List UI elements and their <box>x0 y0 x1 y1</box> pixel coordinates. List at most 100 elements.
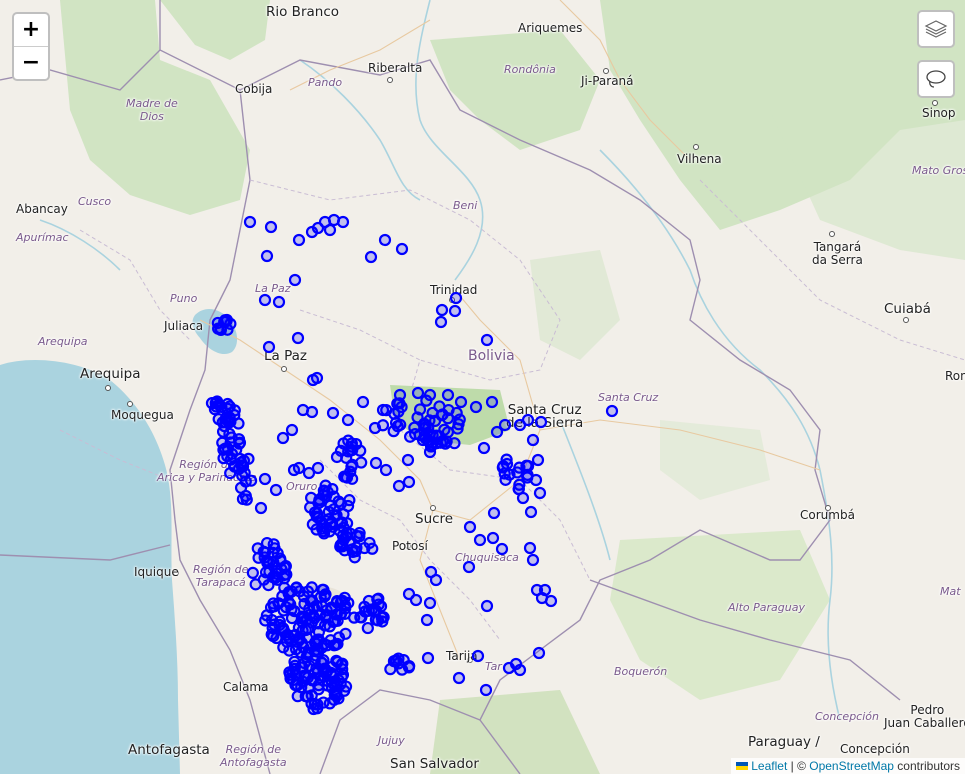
circle-marker[interactable] <box>285 612 299 625</box>
circle-marker[interactable] <box>328 615 342 628</box>
circle-marker[interactable] <box>232 417 245 430</box>
circle-marker[interactable] <box>310 662 323 675</box>
circle-marker[interactable] <box>402 587 416 601</box>
circle-marker[interactable] <box>411 386 425 400</box>
circle-marker[interactable] <box>330 654 343 667</box>
circle-marker[interactable] <box>319 479 332 492</box>
circle-marker[interactable] <box>272 295 286 309</box>
circle-marker[interactable] <box>495 542 509 556</box>
circle-marker[interactable] <box>452 671 466 685</box>
circle-marker[interactable] <box>344 444 357 457</box>
circle-marker[interactable] <box>369 456 383 470</box>
circle-marker[interactable] <box>326 406 340 420</box>
circle-marker[interactable] <box>463 520 477 534</box>
circle-marker[interactable] <box>258 546 272 559</box>
circle-marker[interactable] <box>343 494 356 507</box>
circle-marker[interactable] <box>511 466 524 479</box>
circle-marker[interactable] <box>332 631 346 644</box>
circle-marker[interactable] <box>394 418 407 431</box>
circle-marker[interactable] <box>526 553 540 567</box>
circle-marker[interactable] <box>322 513 335 526</box>
circle-marker[interactable] <box>429 573 443 587</box>
circle-marker[interactable] <box>305 697 318 710</box>
circle-marker[interactable] <box>273 618 286 632</box>
circle-marker[interactable] <box>291 690 304 703</box>
zoom-out-button[interactable]: − <box>14 46 48 79</box>
circle-marker[interactable] <box>338 607 352 620</box>
circle-marker[interactable] <box>336 537 349 550</box>
circle-marker[interactable] <box>526 433 540 447</box>
circle-marker[interactable] <box>330 450 344 464</box>
circle-marker[interactable] <box>487 506 501 520</box>
circle-marker[interactable] <box>498 418 512 432</box>
circle-marker[interactable] <box>302 466 316 480</box>
circle-marker[interactable] <box>605 404 619 418</box>
circle-marker[interactable] <box>521 413 535 427</box>
circle-marker[interactable] <box>471 649 485 663</box>
circle-marker[interactable] <box>355 611 368 624</box>
circle-marker[interactable] <box>366 542 379 555</box>
circle-marker[interactable] <box>401 453 415 467</box>
circle-marker[interactable] <box>485 395 499 409</box>
circle-marker[interactable] <box>441 388 455 402</box>
circle-marker[interactable] <box>258 472 272 486</box>
circle-marker[interactable] <box>392 479 406 493</box>
circle-marker[interactable] <box>258 293 272 307</box>
circle-marker[interactable] <box>317 527 331 540</box>
circle-marker[interactable] <box>363 536 376 550</box>
circle-marker[interactable] <box>323 223 337 237</box>
circle-marker[interactable] <box>334 596 348 609</box>
circle-marker[interactable] <box>448 304 462 318</box>
circle-marker[interactable] <box>239 489 252 503</box>
circle-marker[interactable] <box>462 560 476 574</box>
circle-marker[interactable] <box>521 471 534 484</box>
circle-marker[interactable] <box>290 581 303 594</box>
circle-marker[interactable] <box>473 533 487 547</box>
circle-marker[interactable] <box>430 429 443 442</box>
circle-marker[interactable] <box>376 419 390 432</box>
circle-marker[interactable] <box>221 402 234 415</box>
circle-marker[interactable] <box>317 583 330 596</box>
circle-marker[interactable] <box>313 493 326 506</box>
circle-marker[interactable] <box>264 220 278 234</box>
circle-marker[interactable] <box>371 614 385 627</box>
circle-marker[interactable] <box>449 291 463 305</box>
circle-marker[interactable] <box>289 628 302 642</box>
circle-marker[interactable] <box>218 420 231 433</box>
circle-marker[interactable] <box>235 456 248 469</box>
circle-marker[interactable] <box>531 453 545 467</box>
circle-marker[interactable] <box>480 333 494 347</box>
circle-marker[interactable] <box>361 621 374 635</box>
circle-marker[interactable] <box>364 250 378 264</box>
circle-marker[interactable] <box>249 578 262 591</box>
circle-marker[interactable] <box>217 443 230 456</box>
circle-marker[interactable] <box>246 566 259 579</box>
circle-marker[interactable] <box>442 403 455 417</box>
circle-marker[interactable] <box>379 463 393 477</box>
osm-link[interactable]: OpenStreetMap <box>809 759 894 773</box>
circle-marker[interactable] <box>260 249 274 263</box>
circle-marker[interactable] <box>336 215 350 229</box>
circle-marker[interactable] <box>477 441 491 455</box>
circle-marker[interactable] <box>301 671 314 684</box>
circle-marker[interactable] <box>469 400 483 414</box>
circle-marker[interactable] <box>305 689 318 702</box>
circle-marker[interactable] <box>341 413 355 427</box>
circle-marker[interactable] <box>321 674 334 688</box>
circle-marker[interactable] <box>292 461 306 475</box>
circle-marker[interactable] <box>259 614 272 627</box>
circle-marker[interactable] <box>513 478 526 491</box>
circle-marker[interactable] <box>409 428 422 441</box>
circle-marker[interactable] <box>262 340 276 354</box>
circle-marker[interactable] <box>305 405 319 419</box>
circle-marker[interactable] <box>532 646 546 660</box>
circle-marker[interactable] <box>424 440 438 453</box>
circle-marker[interactable] <box>344 527 357 540</box>
circle-marker[interactable] <box>486 531 500 545</box>
circle-marker[interactable] <box>321 639 334 652</box>
circle-marker[interactable] <box>236 469 249 482</box>
circle-marker[interactable] <box>254 501 268 515</box>
circle-marker[interactable] <box>319 610 332 624</box>
circle-marker[interactable] <box>374 600 388 613</box>
